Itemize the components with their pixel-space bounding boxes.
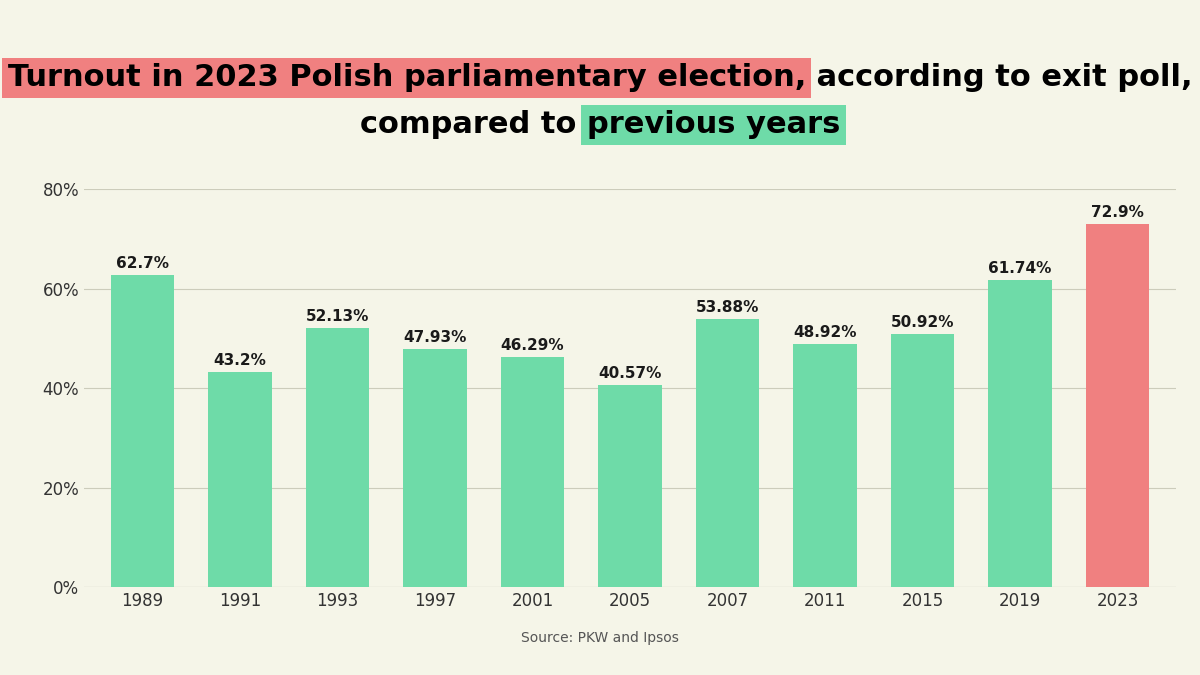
Bar <box>1086 224 1150 587</box>
Bar <box>110 275 174 587</box>
Text: 72.9%: 72.9% <box>1091 205 1144 220</box>
Bar <box>403 349 467 587</box>
Bar <box>306 328 370 587</box>
Text: previous years: previous years <box>587 111 840 139</box>
Text: Turnout in 2023 Polish parliamentary election, according to exit poll,: Turnout in 2023 Polish parliamentary ele… <box>7 63 1193 92</box>
Bar <box>890 333 954 587</box>
Text: 61.74%: 61.74% <box>989 261 1051 276</box>
Text: 53.88%: 53.88% <box>696 300 760 315</box>
Text: 43.2%: 43.2% <box>214 353 266 369</box>
Text: 46.29%: 46.29% <box>500 338 564 353</box>
Bar <box>793 344 857 587</box>
Text: 52.13%: 52.13% <box>306 308 370 324</box>
Text: compared to previous years: compared to previous years <box>360 111 840 139</box>
Text: Source: PKW and Ipsos: Source: PKW and Ipsos <box>521 631 679 645</box>
Text: 50.92%: 50.92% <box>890 315 954 330</box>
Bar <box>209 372 271 587</box>
Text: 40.57%: 40.57% <box>599 367 661 381</box>
Text: Turnout in 2023 Polish parliamentary election,: Turnout in 2023 Polish parliamentary ele… <box>7 63 806 92</box>
Text: compared to: compared to <box>360 111 587 139</box>
Bar <box>989 280 1051 587</box>
Bar <box>696 319 760 587</box>
Text: 62.7%: 62.7% <box>116 256 169 271</box>
Text: 48.92%: 48.92% <box>793 325 857 340</box>
Bar <box>599 385 661 587</box>
Bar <box>500 357 564 587</box>
Text: 47.93%: 47.93% <box>403 329 467 345</box>
Text: according to exit poll,: according to exit poll, <box>806 63 1193 92</box>
